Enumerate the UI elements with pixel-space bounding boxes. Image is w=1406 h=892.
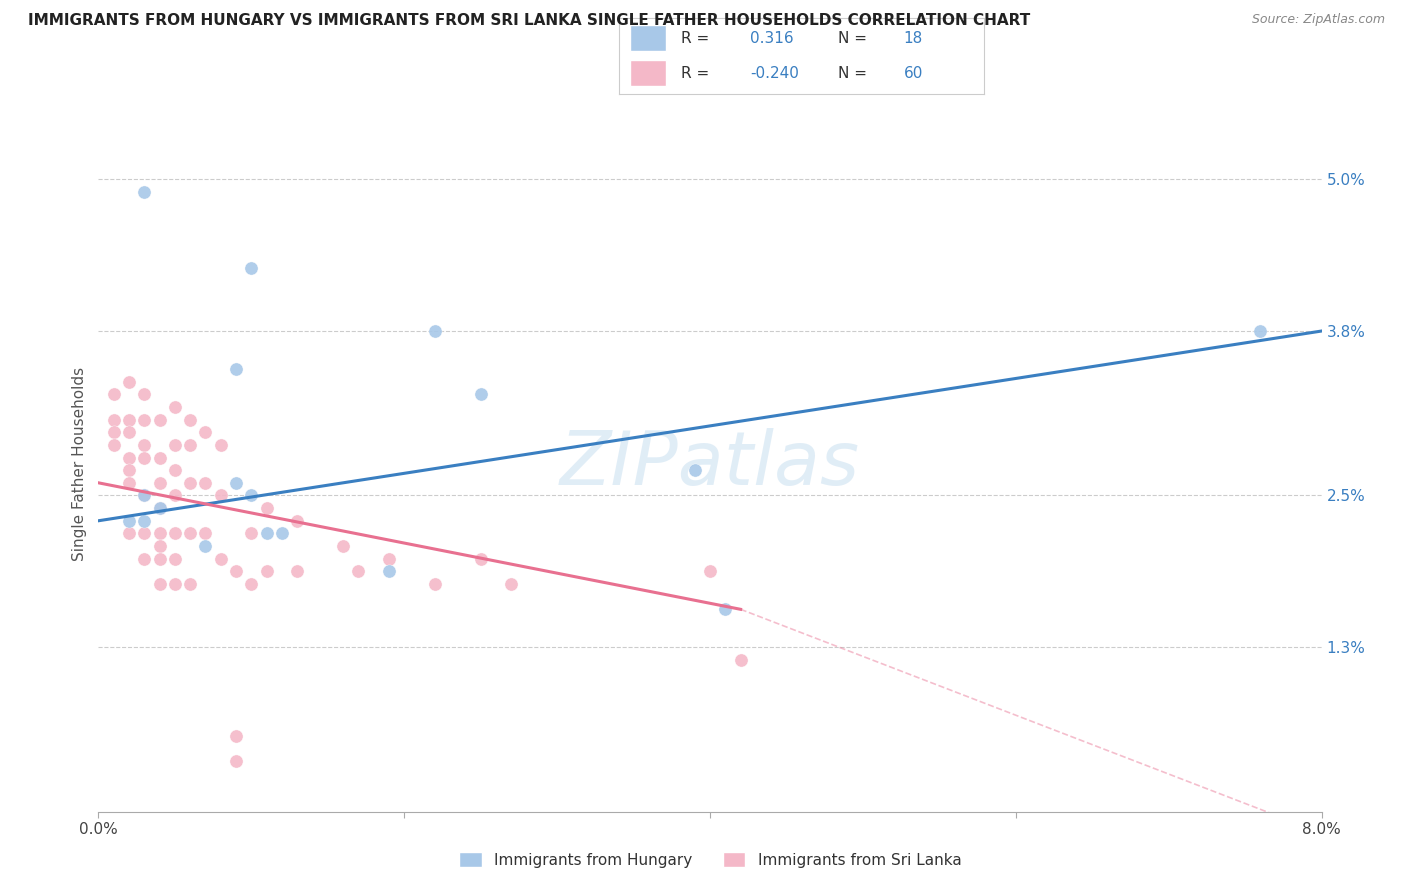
Point — [470, 551, 492, 566]
Point — [378, 551, 401, 566]
Point — [194, 425, 217, 440]
Point — [118, 475, 141, 490]
Point — [118, 526, 141, 541]
Point — [163, 526, 186, 541]
Point — [1249, 324, 1271, 338]
Point — [285, 565, 308, 579]
Point — [179, 526, 201, 541]
Point — [194, 475, 217, 490]
Point — [714, 602, 737, 616]
Point — [118, 463, 141, 477]
Point — [163, 577, 186, 591]
Point — [240, 577, 263, 591]
Text: R =: R = — [681, 66, 709, 80]
Point — [285, 514, 308, 528]
Point — [179, 577, 201, 591]
Point — [225, 475, 247, 490]
Point — [256, 501, 278, 516]
Text: N =: N = — [838, 31, 868, 45]
Point — [103, 425, 125, 440]
Point — [209, 551, 232, 566]
Text: Source: ZipAtlas.com: Source: ZipAtlas.com — [1251, 13, 1385, 27]
Point — [103, 438, 125, 452]
Point — [194, 539, 217, 553]
Point — [149, 501, 172, 516]
Point — [118, 514, 141, 528]
Text: -0.240: -0.240 — [751, 66, 799, 80]
Point — [118, 450, 141, 465]
Point — [209, 488, 232, 502]
Point — [134, 551, 156, 566]
Point — [149, 539, 172, 553]
Point — [730, 653, 752, 667]
Point — [163, 488, 186, 502]
Point — [103, 412, 125, 426]
Point — [501, 577, 523, 591]
Point — [134, 488, 156, 502]
Point — [163, 400, 186, 414]
Point — [225, 362, 247, 376]
Legend: Immigrants from Hungary, Immigrants from Sri Lanka: Immigrants from Hungary, Immigrants from… — [453, 846, 967, 873]
Y-axis label: Single Father Households: Single Father Households — [72, 367, 87, 561]
Point — [163, 438, 186, 452]
Point — [103, 387, 125, 401]
Point — [470, 387, 492, 401]
Text: 60: 60 — [904, 66, 924, 80]
Point — [118, 412, 141, 426]
Point — [240, 526, 263, 541]
Point — [256, 565, 278, 579]
Point — [194, 526, 217, 541]
Point — [225, 754, 247, 768]
Point — [332, 539, 354, 553]
Point — [149, 526, 172, 541]
Point — [225, 729, 247, 743]
Point — [423, 324, 446, 338]
Text: R =: R = — [681, 31, 709, 45]
Point — [240, 260, 263, 275]
Point — [134, 185, 156, 199]
Bar — [630, 26, 666, 51]
Text: IMMIGRANTS FROM HUNGARY VS IMMIGRANTS FROM SRI LANKA SINGLE FATHER HOUSEHOLDS CO: IMMIGRANTS FROM HUNGARY VS IMMIGRANTS FR… — [28, 13, 1031, 29]
Point — [423, 577, 446, 591]
Point — [134, 450, 156, 465]
Point — [134, 387, 156, 401]
Point — [163, 551, 186, 566]
Text: N =: N = — [838, 66, 868, 80]
Point — [134, 526, 156, 541]
Point — [118, 375, 141, 389]
Text: 0.316: 0.316 — [751, 31, 794, 45]
Text: ZIPatlas: ZIPatlas — [560, 428, 860, 500]
Point — [149, 412, 172, 426]
Point — [149, 577, 172, 591]
Bar — [630, 61, 666, 87]
Point — [240, 488, 263, 502]
Point — [179, 438, 201, 452]
Point — [163, 463, 186, 477]
Point — [209, 438, 232, 452]
Point — [225, 565, 247, 579]
Point — [683, 463, 706, 477]
Point — [699, 565, 721, 579]
Point — [149, 551, 172, 566]
Point — [134, 438, 156, 452]
Point — [179, 412, 201, 426]
Point — [347, 565, 370, 579]
Point — [149, 501, 172, 516]
Point — [179, 475, 201, 490]
Point — [149, 475, 172, 490]
Point — [134, 412, 156, 426]
Point — [270, 526, 294, 541]
Point — [134, 488, 156, 502]
Point — [118, 425, 141, 440]
Point — [149, 450, 172, 465]
Point — [134, 514, 156, 528]
Text: 18: 18 — [904, 31, 922, 45]
Point — [378, 565, 401, 579]
Point — [256, 526, 278, 541]
